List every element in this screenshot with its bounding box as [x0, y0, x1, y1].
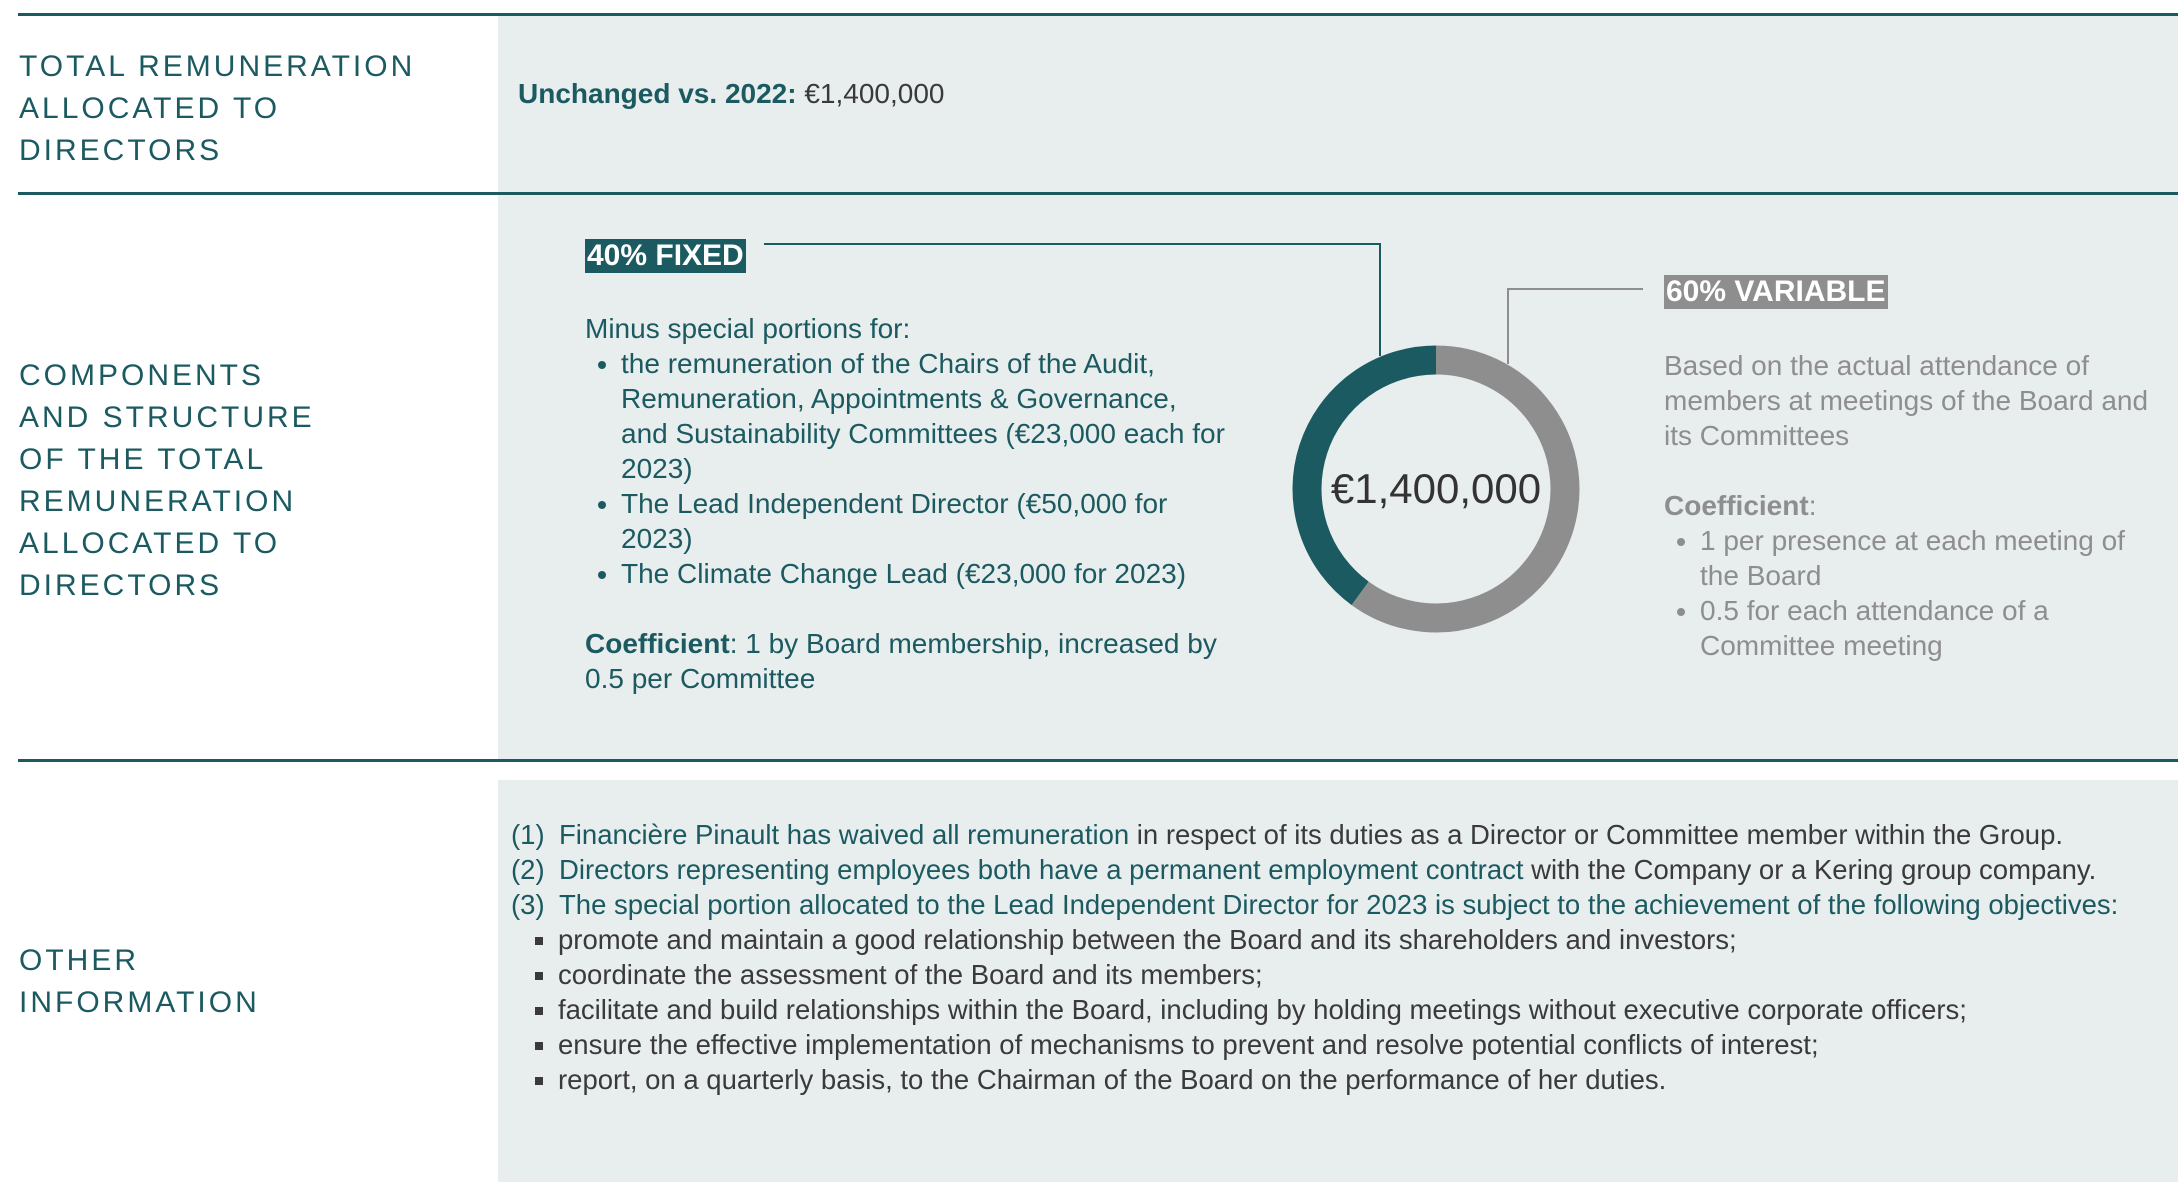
bullet: coordinate the assessment of the Board a… [558, 957, 2171, 992]
bullet: the remuneration of the Chairs of the Au… [621, 346, 1225, 486]
bullet: 0.5 for each attendance of a Committee m… [1700, 593, 2164, 663]
donut-segment [1292, 345, 1437, 606]
note-rest: in respect of its duties as a Director o… [1129, 819, 2064, 850]
connector [1507, 288, 1643, 364]
note-number: (1) [511, 819, 545, 850]
note-number: (3) [511, 889, 545, 920]
text: Based on the actual attendance of member… [1664, 350, 2149, 451]
note-text: Directors representing employees both ha… [559, 852, 2096, 887]
note-rest: with the Company or a Kering group compa… [1523, 854, 2097, 885]
text: : [1808, 490, 1817, 521]
note-highlight: The special portion allocated to the Lea… [559, 889, 2119, 920]
label-line: INFORMATION [19, 986, 260, 1019]
label-line: DIRECTORS [19, 569, 223, 602]
label-line: OF THE TOTAL [19, 443, 267, 476]
coefficient: Coefficient: [1664, 488, 2164, 523]
note: (3) The special portion allocated to the … [511, 887, 2171, 922]
bullet: ensure the effective implementation of m… [558, 1027, 2171, 1062]
label-line: REMUNERATION [19, 485, 297, 518]
note-text: The special portion allocated to the Lea… [559, 887, 2118, 922]
donut-segment [1351, 345, 1580, 633]
list: the remuneration of the Chairs of the Au… [585, 346, 1225, 591]
row-label: COMPONENTS AND STRUCTURE OF THE TOTAL REMUN… [19, 355, 315, 607]
note-highlight: Directors representing employees both ha… [559, 854, 1524, 885]
fixed-block: Minus special portions for: the remunera… [585, 311, 1225, 696]
label-line: TOTAL REMUNERATION [19, 50, 416, 83]
text: : 1 by Board membership, increased by 0.… [585, 628, 1217, 694]
note-text: Financière Pinault has waived all remune… [559, 817, 2063, 852]
objectives: promote and maintain a good relationship… [511, 922, 2171, 1097]
note: (1) Financière Pinault has waived all rem… [511, 817, 2171, 852]
label-line: OTHER [19, 944, 139, 977]
variable-block: Based on the actual attendance of member… [1664, 348, 2164, 663]
list: 1 per presence at each meeting of the Bo… [1664, 523, 2164, 663]
bullet: The Lead Independent Director (€50,000 f… [621, 486, 1225, 556]
row-label: OTHER INFORMATION [19, 940, 260, 1024]
bullet: facilitate and build relationships withi… [558, 992, 2171, 1027]
bullet: 1 per presence at each meeting of the Bo… [1700, 523, 2164, 593]
connector [764, 243, 1381, 356]
row-label: TOTAL REMUNERATION ALLOCATED TO DIRECTORS [19, 46, 415, 172]
panel [498, 16, 2178, 192]
label-line: DIRECTORS [19, 134, 223, 167]
notes: (1) Financière Pinault has waived all rem… [511, 817, 2171, 1097]
amount: €1,400,000 [804, 78, 945, 109]
rule [18, 13, 2178, 16]
intro: Minus special portions for: [585, 313, 911, 344]
bullet: promote and maintain a good relationship… [558, 922, 2171, 957]
bullet: report, on a quarterly basis, to the Cha… [558, 1062, 2171, 1097]
bold: Unchanged vs. 2022: [518, 78, 797, 109]
rule [18, 759, 2178, 762]
total-line: Unchanged vs. 2022: €1,400,000 [518, 76, 944, 111]
panel [498, 195, 2178, 759]
label-line: ALLOCATED TO [19, 92, 281, 125]
label-line: ALLOCATED TO [19, 527, 281, 560]
note-number: (2) [511, 854, 545, 885]
variable-heading: 60% VARIABLE [1664, 275, 1888, 309]
label: Coefficient [1664, 490, 1809, 521]
panel [498, 780, 2178, 1182]
label: Coefficient [585, 628, 730, 659]
label-line: COMPONENTS [19, 359, 265, 392]
rule [18, 192, 2178, 195]
note: (2) Directors representing employees both… [511, 852, 2171, 887]
fixed-heading: 40% FIXED [585, 239, 746, 273]
label-line: AND STRUCTURE [19, 401, 315, 434]
center-label: €1,400,000 [1331, 465, 1541, 512]
bullet: The Climate Change Lead (€23,000 for 202… [621, 556, 1225, 591]
coefficient: Coefficient: 1 by Board membership, incr… [585, 626, 1225, 696]
note-highlight: Financière Pinault has waived all remune… [559, 819, 1130, 850]
